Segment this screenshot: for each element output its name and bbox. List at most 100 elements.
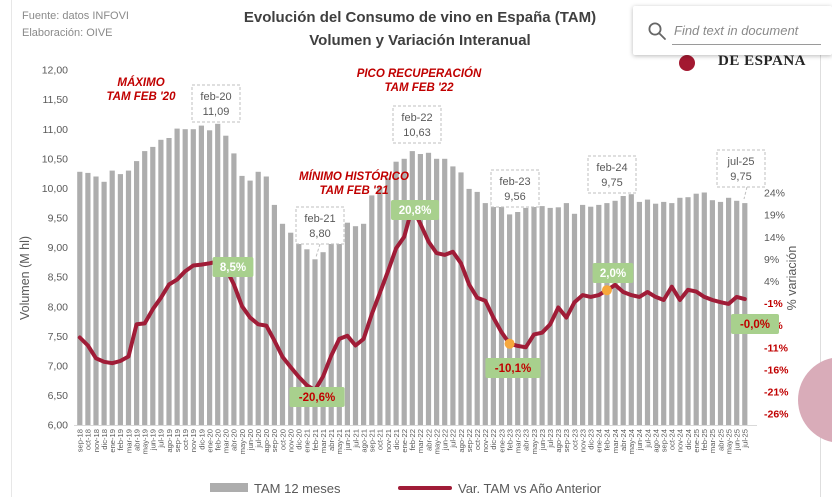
svg-text:feb-20: feb-20 <box>200 91 231 103</box>
bar <box>709 200 715 425</box>
svg-text:TAM FEB '22: TAM FEB '22 <box>385 82 455 94</box>
left-tick-label: 11,00 <box>43 124 69 136</box>
bar <box>669 203 675 425</box>
bar <box>693 193 699 425</box>
x-tick-label: jul-21 <box>351 429 360 449</box>
svg-text:feb-23: feb-23 <box>499 176 530 188</box>
value-callout: -10,1% <box>485 358 541 378</box>
x-tick-label: nov-19 <box>189 429 198 452</box>
highlight-marker <box>504 338 515 349</box>
bar <box>85 172 91 425</box>
left-tick-label: 10,50 <box>42 153 68 165</box>
x-tick-label: ene-21 <box>303 429 312 453</box>
bar <box>393 161 399 425</box>
line-series-swatch <box>398 485 452 490</box>
bar <box>401 158 407 426</box>
bar <box>312 259 318 425</box>
x-tick-label: sep-20 <box>270 429 279 452</box>
x-tick-label: abr-24 <box>619 429 628 451</box>
bar <box>661 201 667 425</box>
x-tick-label: jun-20 <box>246 429 255 451</box>
x-tick-label: mar-22 <box>416 429 425 453</box>
x-tick-label: jun-24 <box>635 429 644 451</box>
bar-series-swatch <box>210 483 248 493</box>
bar <box>255 171 261 425</box>
bar <box>320 252 326 425</box>
bar <box>279 223 286 425</box>
x-tick-label: jul-24 <box>643 429 652 449</box>
bar <box>352 226 359 425</box>
left-tick-label: 12,00 <box>42 65 68 77</box>
x-tick-label: dic-24 <box>684 429 693 450</box>
bar <box>296 240 302 425</box>
legend-item-var: Var. TAM vs Año Anterior <box>398 480 601 496</box>
bar <box>328 236 334 425</box>
x-tick-label: feb-22 <box>408 429 417 451</box>
x-tick-label: dic-23 <box>587 429 596 450</box>
x-tick-label: dic-21 <box>392 429 401 450</box>
bar <box>644 199 651 425</box>
x-tick-label: jun-21 <box>343 429 352 451</box>
left-tick-label: 8,50 <box>48 272 69 284</box>
value-callout: 8,5% <box>212 257 254 277</box>
left-tick-label: 10,00 <box>42 183 68 195</box>
right-tick-label: 9% <box>764 254 779 266</box>
bar <box>101 181 107 425</box>
logo-red-dot-icon <box>679 55 695 71</box>
x-tick-label: dic-22 <box>489 429 498 450</box>
bar <box>596 204 602 425</box>
bar <box>425 152 432 426</box>
value-callout: 20,8% <box>391 200 439 220</box>
x-tick-label: sep-21 <box>368 429 377 452</box>
svg-text:MÍNIMO HISTÓRICO: MÍNIMO HISTÓRICO <box>299 170 409 183</box>
x-tick-label: jul-25 <box>741 429 750 449</box>
x-tick-label: ene-20 <box>205 429 214 453</box>
page-edge-right <box>820 44 821 497</box>
x-tick-label: oct-18 <box>84 429 93 450</box>
svg-text:-0,0%: -0,0% <box>740 319 770 331</box>
value-callout: -20,6% <box>289 387 345 407</box>
bar <box>442 158 448 426</box>
legend-item-tam: TAM 12 meses <box>210 480 340 496</box>
bar <box>158 139 164 426</box>
bar <box>344 222 350 425</box>
x-tick-label: feb-25 <box>700 429 709 451</box>
bar <box>490 199 496 425</box>
x-tick-label: ene-23 <box>497 429 506 453</box>
x-tick-label: abr-22 <box>424 429 433 451</box>
x-tick-label: ago-21 <box>359 429 368 453</box>
svg-text:9,75: 9,75 <box>601 177 622 189</box>
svg-text:feb-21: feb-21 <box>304 213 335 225</box>
x-tick-label: may-21 <box>335 429 344 454</box>
svg-text:MÁXIMO: MÁXIMO <box>117 76 164 89</box>
bar <box>417 154 423 425</box>
annotation-box: feb-23 9,56 <box>490 169 540 208</box>
bar <box>588 206 594 425</box>
bar <box>207 130 213 426</box>
left-axis-title: Volumen (M hl) <box>18 236 32 320</box>
left-axis-labels: 12,00 11,50 11,00 10,50 10,00 9,50 9,00 8,50 8,0… <box>42 65 68 432</box>
bar <box>620 196 626 425</box>
x-tick-label: jul-20 <box>254 429 263 449</box>
x-tick-label: nov-23 <box>578 429 587 452</box>
highlight-marker <box>601 285 612 296</box>
bar <box>271 204 277 425</box>
bar <box>604 203 610 425</box>
x-tick-label: dic-19 <box>197 429 206 450</box>
x-tick-label: nov-20 <box>287 429 296 452</box>
left-tick-label: 7,00 <box>48 360 69 372</box>
left-tick-label: 6,00 <box>48 420 69 432</box>
x-tick-label: abr-20 <box>230 429 239 451</box>
bar <box>571 213 578 425</box>
x-tick-label: may-24 <box>627 429 636 454</box>
bar <box>474 191 480 425</box>
svg-text:jul-25: jul-25 <box>727 156 755 168</box>
svg-text:11,09: 11,09 <box>203 106 230 118</box>
search-input[interactable] <box>672 16 821 45</box>
bar <box>685 197 691 425</box>
x-tick-label: ago-20 <box>262 429 271 453</box>
x-tick-label: nov-22 <box>481 429 490 452</box>
bar <box>263 176 269 425</box>
right-tick-label: 19% <box>764 210 785 222</box>
